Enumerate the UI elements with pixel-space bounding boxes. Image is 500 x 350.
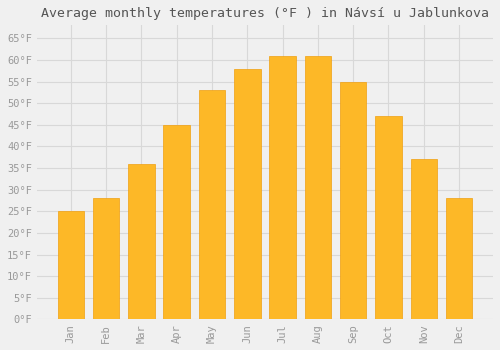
Bar [375, 116, 402, 320]
Bar [58, 211, 84, 320]
Bar [93, 198, 120, 320]
Bar [164, 125, 190, 320]
Bar [234, 69, 260, 320]
Title: Average monthly temperatures (°F ) in Návsí u Jablunkova: Average monthly temperatures (°F ) in Ná… [41, 7, 489, 20]
Bar [410, 159, 437, 320]
Bar [446, 198, 472, 320]
Bar [128, 164, 154, 320]
Bar [304, 56, 331, 320]
Bar [270, 56, 296, 320]
Bar [340, 82, 366, 320]
Bar [198, 90, 225, 320]
